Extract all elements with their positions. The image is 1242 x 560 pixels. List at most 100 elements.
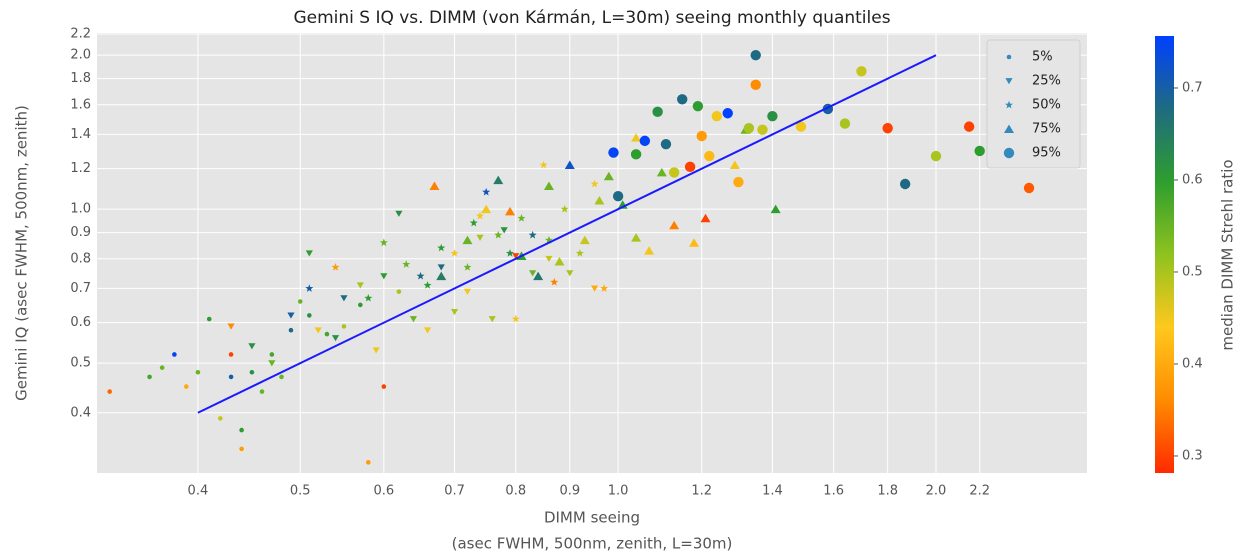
x-tick-label: 0.8 [505,484,526,499]
data-point [463,263,472,271]
data-point [684,161,696,173]
x-axis-label: DIMM seeing [544,509,640,527]
data-point [733,176,744,188]
data-point [644,246,655,255]
colorbar-tick-label: 0.6 [1182,172,1203,187]
x-tick-label: 0.4 [188,484,209,499]
legend-marker [1006,54,1012,60]
y-tick-label: 1.6 [70,97,91,112]
x-axis-label: (asec FWHM, 500nm, zenith, L=30m) [452,535,733,553]
data-point [279,374,284,380]
data-point [543,181,554,190]
data-point [528,230,537,239]
data-point [356,282,364,289]
x-tick-label: 2.2 [969,484,990,499]
y-axis-label: Gemini IQ (asec FWHM, 500nm, zenith) [13,105,31,401]
data-point [463,288,472,295]
data-point [379,238,388,247]
colorbar-label: median DIMM Strehl ratio [1219,159,1237,350]
chart-title: Gemini S IQ vs. DIMM (von Kármán, L=30m)… [293,8,890,28]
y-tick-label: 0.6 [70,315,91,330]
data-point [287,312,295,319]
data-point [696,130,707,142]
data-point [750,79,761,91]
data-point [630,149,642,160]
data-point [396,289,402,294]
legend-marker [1004,124,1014,133]
y-tick-label: 2.2 [70,27,91,42]
colorbar-tick-label: 0.4 [1182,356,1203,371]
y-tick-label: 2.0 [70,48,91,63]
data-point [539,160,548,169]
data-point [259,389,265,394]
data-point [380,273,388,280]
data-point [481,204,492,214]
data-point [305,284,314,292]
y-tick-label: 0.7 [70,281,91,296]
legend-label: 75% [1032,122,1061,137]
data-point [305,250,313,257]
x-tick-label: 0.6 [374,484,395,499]
legend-marker [1005,78,1013,85]
legend-label: 5% [1032,50,1053,65]
colorbar-tick-label: 0.7 [1182,80,1203,95]
data-point [494,230,503,239]
data-point [692,100,704,112]
legend-label: 50% [1032,98,1061,113]
data-point [365,460,371,465]
y-tick-label: 0.8 [70,251,91,266]
data-point [566,270,574,277]
data-point [704,150,715,162]
data-point [729,160,740,170]
data-point [249,369,255,375]
x-tick-label: 0.9 [559,484,580,499]
legend [986,39,1081,169]
data-point [288,327,294,333]
data-point [750,49,761,61]
data-point [228,374,234,380]
data-point [579,235,590,245]
data-point [450,249,459,257]
x-tick-label: 1.0 [608,484,629,499]
data-point [512,253,520,260]
data-point [331,335,340,342]
data-point [462,235,473,245]
data-point [899,178,911,190]
data-point [600,284,609,292]
data-point [770,204,781,214]
data-point [631,233,642,242]
data-point [839,118,851,129]
y-tick-label: 1.2 [70,161,91,176]
data-point [505,206,516,216]
data-point [239,446,244,452]
data-point [631,133,642,142]
x-tick-label: 1.2 [691,484,712,499]
data-point [482,187,491,196]
data-point [529,270,537,277]
y-tick-label: 0.5 [70,356,91,371]
data-point [195,369,201,375]
data-point [248,343,256,350]
data-point [506,249,515,257]
data-point [493,175,504,185]
data-point [488,316,496,323]
data-point [314,327,322,334]
data-point [500,227,508,234]
data-point [560,204,569,213]
data-point [381,384,387,389]
data-point [450,308,459,316]
data-point [437,264,445,271]
y-tick-label: 1.4 [70,127,91,142]
x-tick-label: 1.4 [762,484,783,499]
data-point [227,323,235,330]
data-point [639,135,651,147]
data-point [677,94,688,105]
colorbar-tick-label: 0.5 [1182,264,1203,279]
data-point [608,147,619,158]
data-point [476,234,484,241]
data-point [656,167,667,177]
x-tick-label: 1.6 [823,484,844,499]
data-point [554,257,565,266]
data-point [652,106,663,118]
